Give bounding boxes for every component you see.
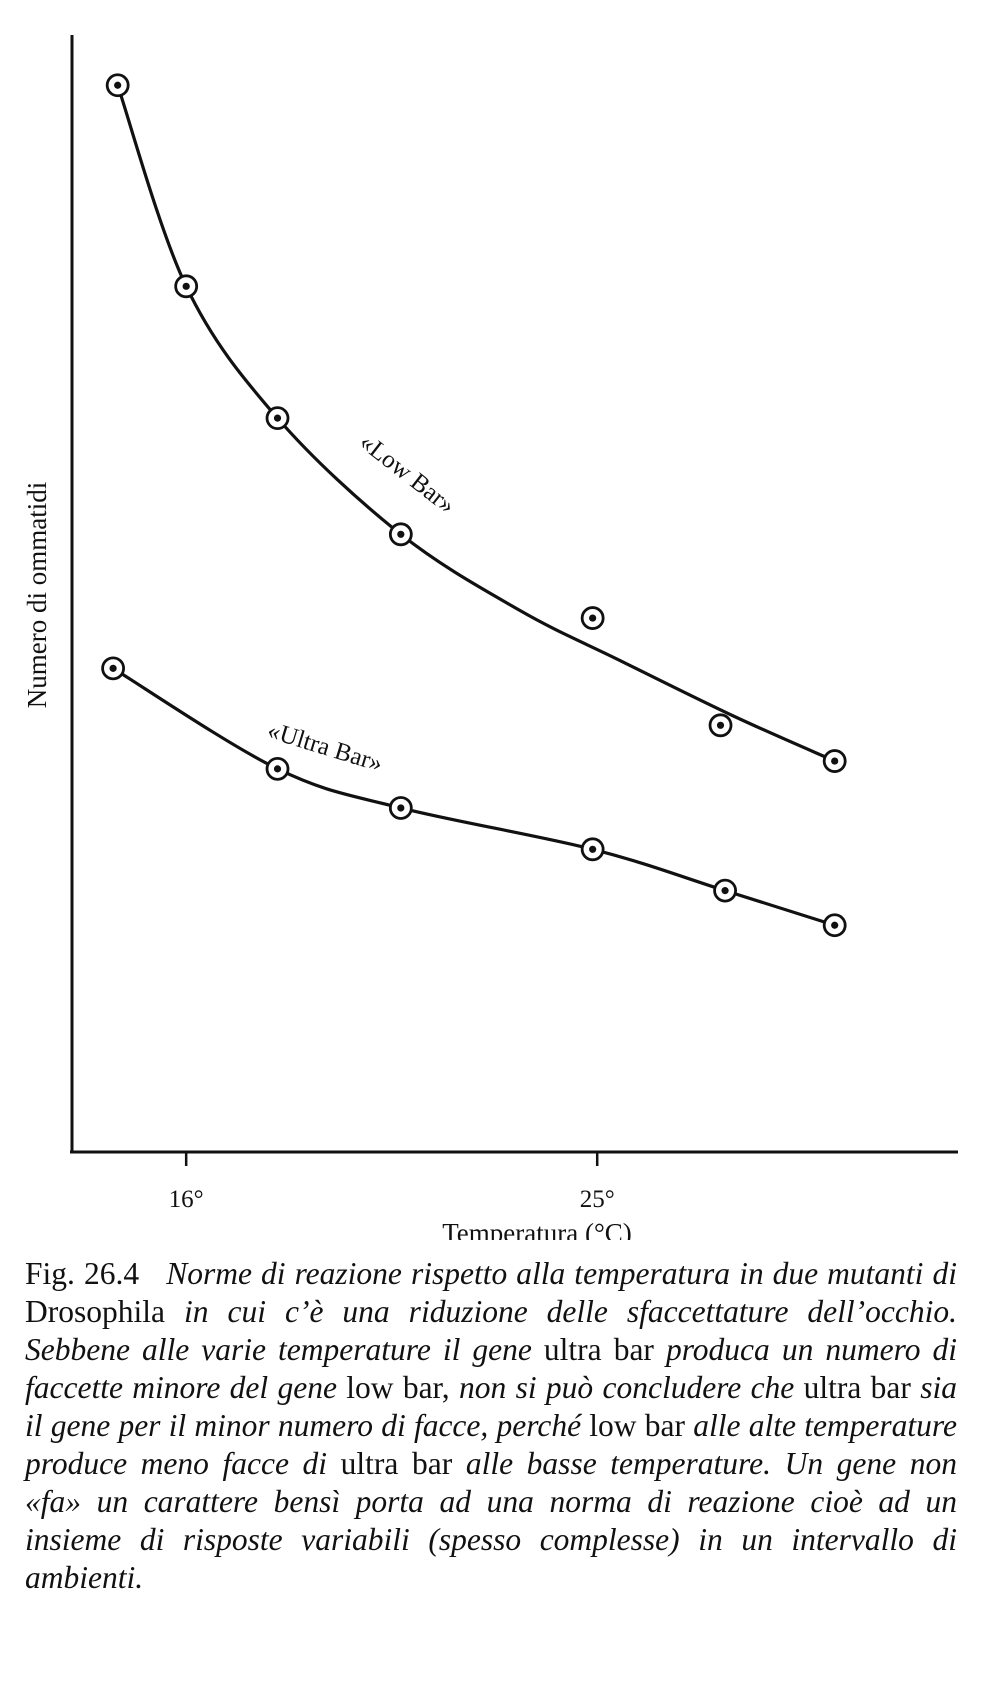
- data-point: [822, 913, 847, 938]
- caption-segment: low bar,: [346, 1370, 450, 1405]
- caption-segment: produca un numero di faccette minore del…: [25, 1332, 957, 1405]
- x-ticks: 16° 25°: [169, 1152, 615, 1213]
- x-tick-label: 25°: [580, 1186, 615, 1213]
- data-point-dot: [589, 614, 597, 622]
- data-point: [708, 713, 733, 738]
- series-label-low-bar: «Low Bar»: [354, 428, 460, 519]
- data-point: [580, 606, 605, 630]
- data-point-dot: [589, 845, 597, 853]
- caption-segment: ultra bar: [340, 1446, 453, 1481]
- data-point: [265, 406, 290, 431]
- caption-segment: alle alte temperature produce meno facce…: [25, 1408, 957, 1481]
- x-axis-title: Temperatura (°C): [442, 1218, 632, 1240]
- data-point-dot: [397, 530, 405, 538]
- data-point-dot: [109, 664, 117, 672]
- caption-segment: ultra bar: [803, 1370, 911, 1405]
- caption-segment: non si può concludere che: [449, 1370, 804, 1405]
- data-point-dot: [716, 721, 725, 729]
- data-point: [265, 756, 290, 781]
- data-point-dot: [721, 887, 729, 895]
- data-point: [174, 274, 199, 299]
- x-tick-label: 16°: [169, 1186, 204, 1213]
- data-point: [388, 796, 413, 820]
- data-point-dot: [114, 81, 122, 89]
- data-point: [580, 837, 605, 862]
- figure-caption: Fig. 26.4 Norme di reazione rispetto all…: [25, 1255, 957, 1597]
- data-point: [822, 749, 847, 773]
- data-point: [101, 656, 126, 681]
- data-point-dot: [273, 765, 282, 773]
- data-point-dot: [831, 757, 839, 765]
- data-point: [388, 522, 413, 547]
- fit-curves: [112, 84, 836, 927]
- figure-label: Fig. 26.4: [25, 1256, 140, 1291]
- reaction-norm-chart: 16° 25° Numero di ommatidi Temperatura (°…: [22, 35, 958, 1240]
- data-point-dot: [273, 414, 282, 422]
- caption-segment: sia il gene per il minor numero di facce…: [25, 1370, 957, 1443]
- caption-segment: ultra bar: [543, 1332, 654, 1367]
- caption-segment: Norme di reazione rispetto alla temperat…: [166, 1256, 957, 1291]
- caption-body: Norme di reazione rispetto alla temperat…: [25, 1256, 957, 1595]
- data-point-dot: [182, 282, 190, 290]
- caption-segment: low bar: [589, 1408, 686, 1443]
- caption-segment: alle basse temperature. Un gene non «fa»…: [25, 1446, 957, 1595]
- data-point-dot: [831, 921, 839, 929]
- data-point-dot: [397, 804, 405, 812]
- y-axis-title: Numero di ommatidi: [22, 482, 52, 708]
- caption-segment: in cui c’è una riduzione delle sfaccetta…: [25, 1294, 957, 1367]
- data-points: [101, 73, 847, 938]
- data-point: [713, 878, 737, 903]
- caption-segment: Drosophila: [25, 1294, 165, 1329]
- fit-curve-series-0: [116, 84, 836, 763]
- data-point: [105, 73, 130, 98]
